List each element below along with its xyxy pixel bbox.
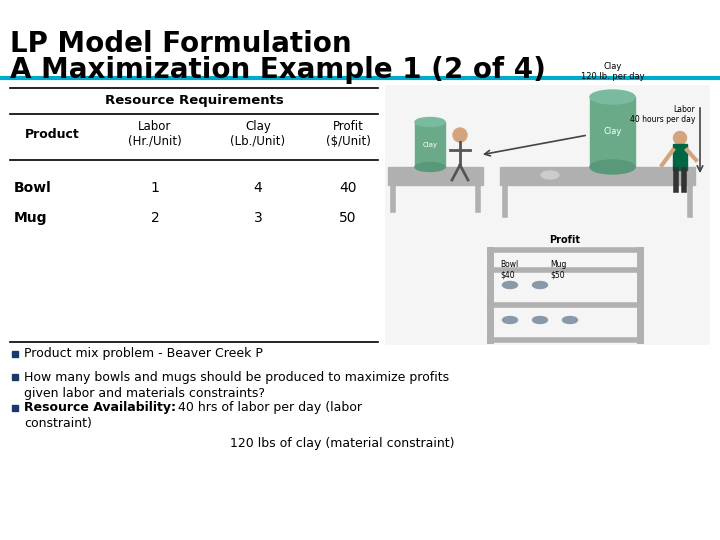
Text: 120 lbs of clay (material constraint): 120 lbs of clay (material constraint) xyxy=(230,436,454,449)
Bar xyxy=(388,167,483,185)
Text: Clay
120 lb. per day: Clay 120 lb. per day xyxy=(581,62,644,81)
Ellipse shape xyxy=(590,90,635,104)
Ellipse shape xyxy=(503,281,518,288)
Text: Profit
($/Unit): Profit ($/Unit) xyxy=(325,120,370,148)
Text: Product mix problem - Beaver Creek P: Product mix problem - Beaver Creek P xyxy=(24,348,263,361)
Text: Profit: Profit xyxy=(549,235,580,245)
Text: constraint): constraint) xyxy=(24,417,92,430)
Text: 4: 4 xyxy=(253,181,262,195)
Ellipse shape xyxy=(415,163,445,172)
Bar xyxy=(673,144,687,170)
Text: Clay: Clay xyxy=(423,141,438,147)
Ellipse shape xyxy=(541,171,559,179)
Ellipse shape xyxy=(590,160,635,174)
Text: How many bowls and mugs should be produced to maximize profits: How many bowls and mugs should be produc… xyxy=(24,370,449,383)
Ellipse shape xyxy=(503,316,518,323)
Ellipse shape xyxy=(415,118,445,126)
Bar xyxy=(385,85,710,345)
Text: Bowl: Bowl xyxy=(14,181,52,195)
Text: given labor and materials constraints?: given labor and materials constraints? xyxy=(24,387,265,400)
Text: 50: 50 xyxy=(339,211,356,225)
Text: Labor
40 hours per day: Labor 40 hours per day xyxy=(629,105,695,124)
Text: 2: 2 xyxy=(150,211,159,225)
Bar xyxy=(415,122,445,167)
Text: Labor
(Hr./Unit): Labor (Hr./Unit) xyxy=(128,120,182,148)
Bar xyxy=(590,97,635,167)
Bar xyxy=(12,405,18,411)
Text: A Maximization Example 1 (2 of 4): A Maximization Example 1 (2 of 4) xyxy=(10,56,546,84)
Text: Product: Product xyxy=(24,127,79,140)
Ellipse shape xyxy=(453,128,467,142)
Bar xyxy=(12,374,18,380)
Text: Resource Requirements: Resource Requirements xyxy=(104,94,284,107)
Ellipse shape xyxy=(533,281,547,288)
Text: 40: 40 xyxy=(339,181,356,195)
Ellipse shape xyxy=(533,316,547,323)
Text: Clay
(Lb./Unit): Clay (Lb./Unit) xyxy=(230,120,286,148)
Text: 1: 1 xyxy=(150,181,159,195)
Text: Mug
$50: Mug $50 xyxy=(550,260,567,279)
Text: 3: 3 xyxy=(253,211,262,225)
Text: Resource Availability:: Resource Availability: xyxy=(24,402,176,415)
Bar xyxy=(500,167,695,185)
Text: Bowl
$40: Bowl $40 xyxy=(500,260,518,279)
Text: Mug: Mug xyxy=(14,211,48,225)
Text: Clay: Clay xyxy=(603,127,621,137)
Text: 40 hrs of labor per day (labor: 40 hrs of labor per day (labor xyxy=(146,402,362,415)
Text: LP Model Formulation: LP Model Formulation xyxy=(10,30,351,58)
Ellipse shape xyxy=(673,132,686,145)
Ellipse shape xyxy=(562,316,577,323)
Bar xyxy=(12,351,18,357)
